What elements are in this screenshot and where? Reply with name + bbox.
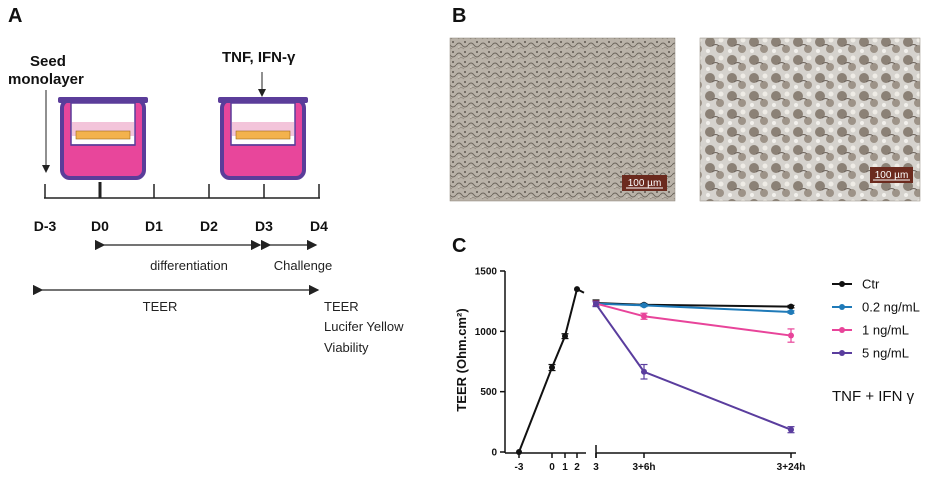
panel-a-label: A [8, 5, 22, 27]
data-point [788, 332, 794, 339]
readout-item: TEER [324, 299, 359, 314]
seed-label-line2: monolayer [8, 71, 84, 88]
data-point [562, 333, 568, 340]
legend-label: 0.2 ng/mL [862, 300, 920, 315]
legend-label: Ctr [862, 277, 880, 292]
micrograph-control: 100 µm [449, 37, 676, 202]
teer-label: TEER [143, 299, 178, 314]
legend-swatch-marker [839, 350, 845, 356]
micrograph-treated: 100 µm [699, 37, 921, 202]
teer-range: TEER [32, 284, 320, 314]
treatment-label: TNF, IFN-γ [222, 49, 296, 66]
x-tick-label: 3 [593, 462, 599, 473]
legend-item: 1 ng/mL [832, 323, 909, 338]
day-label: D3 [255, 218, 273, 234]
data-point [641, 368, 647, 375]
x-tick-label: -3 [515, 462, 524, 473]
day-label: D1 [145, 218, 163, 234]
readout-item: Viability [324, 340, 369, 355]
legend-swatch-marker [839, 327, 845, 333]
legend-item: 0.2 ng/mL [832, 300, 920, 315]
legend-swatch-marker [839, 281, 845, 287]
differentiation-range: differentiation [94, 239, 262, 273]
y-axis-title: TEER (Ohm.cm²) [454, 308, 469, 411]
day-label: D0 [91, 218, 109, 234]
chart-legend: Ctr 0.2 ng/mL 1 ng/mL 5 ng/mL [832, 277, 920, 361]
data-point [788, 303, 794, 310]
data-point [641, 313, 647, 320]
data-point [549, 364, 555, 371]
scale-bar [870, 167, 913, 183]
legend-label: 1 ng/mL [862, 323, 909, 338]
y-tick-label: 500 [480, 387, 497, 398]
data-point [788, 309, 794, 316]
y-tick-label: 1000 [475, 327, 498, 338]
data-point [516, 449, 522, 455]
x-tick-label: 0 [549, 462, 555, 473]
legend-item: 5 ng/mL [832, 346, 909, 361]
data-point [788, 426, 794, 433]
panel-c-label: C [452, 235, 466, 257]
x-tick-label: 3+24h [777, 462, 806, 473]
transwell-icon-treated [218, 97, 308, 180]
challenge-range: Challenge [260, 239, 333, 273]
legend-swatch-marker [839, 304, 845, 310]
y-tick-label: 1500 [475, 267, 498, 278]
x-tick-label: 1 [562, 462, 568, 473]
scale-bar-label: 100 µm [628, 178, 662, 189]
seed-label-line1: Seed [30, 53, 66, 70]
x-tick-label: 3+6h [632, 462, 655, 473]
legend-item: Ctr [832, 277, 880, 292]
y-tick-label: 0 [491, 448, 497, 459]
treatment-annotation: TNF + IFN γ [832, 388, 915, 405]
timeline-day-labels: D-3 D0 D1 D2 D3 D4 [34, 218, 328, 234]
timeline [44, 182, 320, 199]
series-line-break-stub [576, 288, 585, 294]
chart-series [516, 286, 795, 455]
data-point [593, 301, 599, 308]
x-tick-label: 2 [574, 462, 580, 473]
transwell-icon [58, 97, 148, 180]
differentiation-label: differentiation [150, 258, 228, 273]
scale-bar-label: 100 µm [875, 170, 909, 181]
series-line [518, 288, 578, 453]
legend-label: 5 ng/mL [862, 346, 909, 361]
scale-bar [622, 175, 667, 191]
challenge-label: Challenge [274, 258, 333, 273]
day-label: D4 [310, 218, 328, 234]
day-label: D2 [200, 218, 218, 234]
day-label: D-3 [34, 218, 57, 234]
data-point [641, 302, 647, 309]
readout-item: Lucifer Yellow [324, 319, 404, 334]
panel-b-label: B [452, 5, 466, 27]
readouts-list: TEER Lucifer Yellow Viability [324, 299, 404, 355]
